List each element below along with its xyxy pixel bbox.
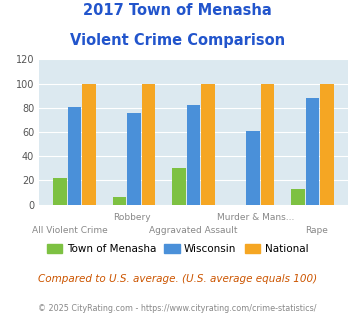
Text: Aggravated Assault: Aggravated Assault <box>149 226 238 235</box>
Bar <box>142 83 155 205</box>
Text: Murder & Mans...: Murder & Mans... <box>217 213 294 222</box>
Bar <box>127 113 141 205</box>
Bar <box>201 83 215 205</box>
Text: Violent Crime Comparison: Violent Crime Comparison <box>70 33 285 48</box>
Text: All Violent Crime: All Violent Crime <box>32 226 108 235</box>
Bar <box>68 107 81 205</box>
Text: Robbery: Robbery <box>113 213 151 222</box>
Bar <box>320 83 334 205</box>
Bar <box>261 83 274 205</box>
Bar <box>172 168 186 205</box>
Bar <box>113 197 126 205</box>
Bar <box>53 178 67 205</box>
Bar <box>291 189 305 205</box>
Bar <box>187 105 200 205</box>
Text: Compared to U.S. average. (U.S. average equals 100): Compared to U.S. average. (U.S. average … <box>38 274 317 284</box>
Text: Rape: Rape <box>306 226 328 235</box>
Bar <box>246 131 260 205</box>
Text: © 2025 CityRating.com - https://www.cityrating.com/crime-statistics/: © 2025 CityRating.com - https://www.city… <box>38 304 317 313</box>
Text: 2017 Town of Menasha: 2017 Town of Menasha <box>83 3 272 18</box>
Bar <box>82 83 96 205</box>
Legend: Town of Menasha, Wisconsin, National: Town of Menasha, Wisconsin, National <box>43 240 312 258</box>
Bar <box>306 98 319 205</box>
